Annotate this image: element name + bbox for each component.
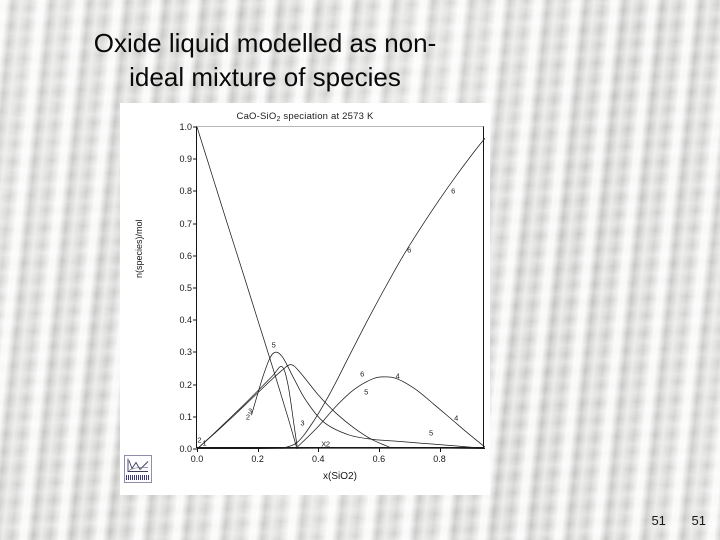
- x-tick-mark: [439, 447, 441, 452]
- y-tick-label: 0.2: [179, 379, 192, 390]
- page-number-left: 51: [651, 513, 666, 528]
- x-tick-label: 0.2: [251, 454, 264, 464]
- plot-curves: [197, 127, 485, 449]
- y-axis-label: n(species)/mol: [134, 219, 144, 278]
- curve-label-3: 3: [300, 418, 305, 428]
- x-tick-label: 0.8: [433, 454, 446, 464]
- curve-label-2: 2: [197, 435, 202, 445]
- slide-title-line-1: Oxide liquid modelled as non-: [93, 28, 437, 58]
- y-tick-label: 0.0: [179, 444, 192, 454]
- curve-series-2: [197, 365, 298, 449]
- x-tick-label: 0.6: [372, 454, 386, 464]
- curve-label-6: 6: [360, 369, 365, 379]
- x-tick-mark: [378, 447, 380, 452]
- watermark-chart-icon: [127, 458, 149, 472]
- y-tick-mark: [193, 158, 197, 160]
- y-tick-label: 0.1: [179, 411, 192, 422]
- y-tick-label: 1.0: [179, 122, 192, 132]
- y-tick-label: 0.3: [179, 347, 192, 358]
- curve-label-2: 2: [245, 412, 251, 422]
- curve-label-5: 5: [364, 387, 369, 397]
- plot-software-watermark: [124, 455, 152, 483]
- y-tick-mark: [193, 223, 197, 225]
- y-tick-mark: [193, 190, 197, 192]
- y-tick-mark: [193, 416, 197, 418]
- y-tick-mark: [193, 126, 197, 128]
- curve-label-5: 5: [428, 428, 434, 438]
- chart-title-suffix: speciation at 2573 K: [280, 111, 374, 122]
- y-tick-label: 0.8: [179, 186, 192, 197]
- x-tick-mark: [257, 447, 259, 452]
- slide-title-line-2: ideal mixture of species: [129, 62, 401, 92]
- chart-figure: CaO-SiO2 speciation at 2573 K n(species)…: [120, 103, 490, 495]
- y-tick-label: 0.7: [179, 218, 192, 229]
- curve-label-4: 4: [395, 371, 400, 381]
- watermark-wordmark: [126, 475, 150, 480]
- curve-label-X: X: [321, 439, 327, 449]
- x-tick-mark: [197, 447, 198, 452]
- y-tick-label: 0.6: [179, 250, 192, 261]
- curve-label-6: 6: [407, 245, 412, 255]
- slide-title: Oxide liquid modelled as non- ideal mixt…: [40, 26, 490, 94]
- y-tick-mark: [193, 287, 197, 289]
- curve-label-2: 2: [325, 439, 331, 449]
- page-number-footer: 51 51: [651, 513, 706, 528]
- y-tick-label: 0.5: [179, 283, 192, 293]
- y-tick-label: 0.4: [179, 315, 192, 326]
- curve-series-6: [281, 137, 485, 449]
- chart-title-subscript: 2: [276, 116, 281, 123]
- x-tick-label: 0.0: [190, 454, 204, 464]
- curve-series-1: [197, 127, 298, 449]
- chart-title-prefix: CaO-SiO: [236, 111, 277, 122]
- x-axis-label: x(SiO2): [323, 471, 357, 482]
- chart-title: CaO-SiO2 speciation at 2573 K: [120, 111, 490, 123]
- plot-area: 0.0 0.1 0.2 0.3 0.4 0.5 0.6 0.7 0.8 0.9 1.0 0.0 0.2 0…: [179, 122, 485, 464]
- y-tick-label: 0.9: [179, 154, 192, 165]
- y-tick-mark: [193, 319, 197, 321]
- x-tick-label: 0.4: [311, 454, 325, 464]
- x-tick-mark: [318, 447, 320, 452]
- curve-label-4: 4: [454, 413, 459, 423]
- curve-label-1: 1: [202, 438, 207, 448]
- curve-label-5: 5: [271, 340, 276, 350]
- curve-label-3: 3: [247, 406, 253, 416]
- y-tick-mark: [193, 255, 197, 257]
- curve-series-3: [197, 364, 392, 449]
- page-number-right: 51: [691, 513, 706, 528]
- y-tick-mark: [193, 448, 197, 450]
- curve-series-4: [296, 376, 485, 448]
- curve-series-5: [251, 351, 485, 449]
- y-tick-mark: [193, 351, 197, 353]
- y-tick-mark: [193, 384, 197, 386]
- curve-label-6: 6: [451, 186, 456, 196]
